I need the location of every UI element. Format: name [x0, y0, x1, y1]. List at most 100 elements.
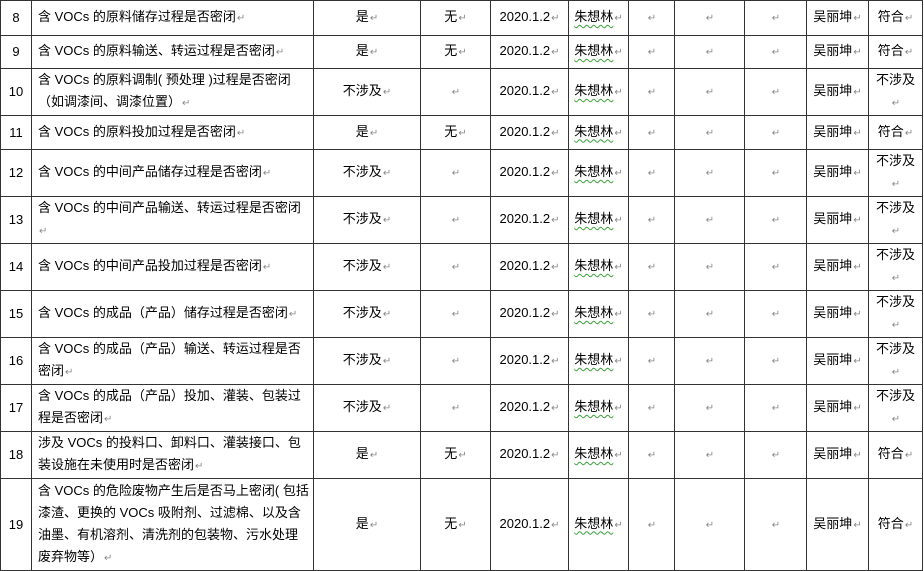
status-cell[interactable]: 是 — [313, 35, 421, 69]
row-number[interactable]: 10 — [0, 68, 32, 116]
blank-cell[interactable] — [744, 384, 807, 432]
row-number[interactable]: 8 — [0, 0, 32, 36]
blank-cell[interactable] — [674, 431, 745, 479]
issue-cell[interactable] — [420, 384, 491, 432]
result-cell[interactable]: 不涉及 — [868, 149, 923, 197]
result-cell[interactable]: 不涉及 — [868, 196, 923, 244]
inspector-cell[interactable]: 朱想林 — [568, 478, 629, 571]
reviewer-cell[interactable]: 吴丽坤 — [806, 290, 869, 338]
inspection-item[interactable]: 含 VOCs 的原料调制( 预处理 )过程是否密闭（如调漆间、调漆位置） — [31, 68, 314, 116]
blank-cell[interactable] — [674, 68, 745, 116]
result-cell[interactable]: 符合 — [868, 0, 923, 36]
blank-cell[interactable] — [674, 149, 745, 197]
issue-cell[interactable]: 无 — [420, 0, 491, 36]
blank-cell[interactable] — [628, 290, 675, 338]
inspection-item[interactable]: 含 VOCs 的成品（产品）输送、转运过程是否密闭 — [31, 337, 314, 385]
result-cell[interactable]: 符合 — [868, 431, 923, 479]
blank-cell[interactable] — [674, 478, 745, 571]
blank-cell[interactable] — [674, 243, 745, 291]
inspector-cell[interactable]: 朱想林 — [568, 290, 629, 338]
row-number[interactable]: 12 — [0, 149, 32, 197]
blank-cell[interactable] — [628, 0, 675, 36]
blank-cell[interactable] — [674, 35, 745, 69]
blank-cell[interactable] — [628, 431, 675, 479]
blank-cell[interactable] — [744, 337, 807, 385]
inspection-item[interactable]: 含 VOCs 的成品（产品）储存过程是否密闭 — [31, 290, 314, 338]
inspector-cell[interactable]: 朱想林 — [568, 115, 629, 150]
blank-cell[interactable] — [674, 337, 745, 385]
inspector-cell[interactable]: 朱想林 — [568, 149, 629, 197]
status-cell[interactable]: 不涉及 — [313, 149, 421, 197]
reviewer-cell[interactable]: 吴丽坤 — [806, 115, 869, 150]
blank-cell[interactable] — [744, 196, 807, 244]
blank-cell[interactable] — [628, 196, 675, 244]
blank-cell[interactable] — [628, 243, 675, 291]
issue-cell[interactable] — [420, 337, 491, 385]
blank-cell[interactable] — [744, 290, 807, 338]
blank-cell[interactable] — [674, 196, 745, 244]
inspector-cell[interactable]: 朱想林 — [568, 431, 629, 479]
row-number[interactable]: 17 — [0, 384, 32, 432]
date-cell[interactable]: 2020.1.2 — [490, 290, 569, 338]
date-cell[interactable]: 2020.1.2 — [490, 196, 569, 244]
inspection-item[interactable]: 含 VOCs 的原料投加过程是否密闭 — [31, 115, 314, 150]
inspector-cell[interactable]: 朱想林 — [568, 35, 629, 69]
issue-cell[interactable]: 无 — [420, 115, 491, 150]
blank-cell[interactable] — [744, 0, 807, 36]
reviewer-cell[interactable]: 吴丽坤 — [806, 196, 869, 244]
row-number[interactable]: 13 — [0, 196, 32, 244]
date-cell[interactable]: 2020.1.2 — [490, 431, 569, 479]
reviewer-cell[interactable]: 吴丽坤 — [806, 478, 869, 571]
inspection-item[interactable]: 含 VOCs 的中间产品储存过程是否密闭 — [31, 149, 314, 197]
reviewer-cell[interactable]: 吴丽坤 — [806, 337, 869, 385]
blank-cell[interactable] — [674, 0, 745, 36]
row-number[interactable]: 19 — [0, 478, 32, 571]
issue-cell[interactable] — [420, 68, 491, 116]
inspection-item[interactable]: 含 VOCs 的原料输送、转运过程是否密闭 — [31, 35, 314, 69]
date-cell[interactable]: 2020.1.2 — [490, 337, 569, 385]
blank-cell[interactable] — [628, 384, 675, 432]
result-cell[interactable]: 不涉及 — [868, 384, 923, 432]
date-cell[interactable]: 2020.1.2 — [490, 478, 569, 571]
result-cell[interactable]: 符合 — [868, 35, 923, 69]
row-number[interactable]: 15 — [0, 290, 32, 338]
reviewer-cell[interactable]: 吴丽坤 — [806, 243, 869, 291]
blank-cell[interactable] — [628, 115, 675, 150]
row-number[interactable]: 14 — [0, 243, 32, 291]
blank-cell[interactable] — [744, 431, 807, 479]
status-cell[interactable]: 不涉及 — [313, 384, 421, 432]
date-cell[interactable]: 2020.1.2 — [490, 115, 569, 150]
row-number[interactable]: 18 — [0, 431, 32, 479]
status-cell[interactable]: 是 — [313, 0, 421, 36]
blank-cell[interactable] — [628, 337, 675, 385]
issue-cell[interactable] — [420, 149, 491, 197]
blank-cell[interactable] — [674, 290, 745, 338]
status-cell[interactable]: 不涉及 — [313, 243, 421, 291]
issue-cell[interactable] — [420, 290, 491, 338]
result-cell[interactable]: 不涉及 — [868, 243, 923, 291]
blank-cell[interactable] — [744, 478, 807, 571]
date-cell[interactable]: 2020.1.2 — [490, 149, 569, 197]
inspector-cell[interactable]: 朱想林 — [568, 337, 629, 385]
issue-cell[interactable] — [420, 243, 491, 291]
blank-cell[interactable] — [744, 35, 807, 69]
row-number[interactable]: 16 — [0, 337, 32, 385]
issue-cell[interactable] — [420, 196, 491, 244]
reviewer-cell[interactable]: 吴丽坤 — [806, 149, 869, 197]
inspector-cell[interactable]: 朱想林 — [568, 68, 629, 116]
blank-cell[interactable] — [628, 35, 675, 69]
inspection-item[interactable]: 含 VOCs 的原料储存过程是否密闭 — [31, 0, 314, 36]
inspection-item[interactable]: 含 VOCs 的危险废物产生后是否马上密闭( 包括漆渣、更换的 VOCs 吸附剂… — [31, 478, 314, 571]
status-cell[interactable]: 不涉及 — [313, 290, 421, 338]
inspector-cell[interactable]: 朱想林 — [568, 196, 629, 244]
inspection-item[interactable]: 涉及 VOCs 的投料口、卸料口、灌装接口、包装设施在未使用时是否密闭 — [31, 431, 314, 479]
inspector-cell[interactable]: 朱想林 — [568, 243, 629, 291]
blank-cell[interactable] — [674, 115, 745, 150]
date-cell[interactable]: 2020.1.2 — [490, 35, 569, 69]
row-number[interactable]: 9 — [0, 35, 32, 69]
status-cell[interactable]: 是 — [313, 431, 421, 479]
result-cell[interactable]: 符合 — [868, 478, 923, 571]
issue-cell[interactable]: 无 — [420, 478, 491, 571]
date-cell[interactable]: 2020.1.2 — [490, 384, 569, 432]
blank-cell[interactable] — [744, 68, 807, 116]
